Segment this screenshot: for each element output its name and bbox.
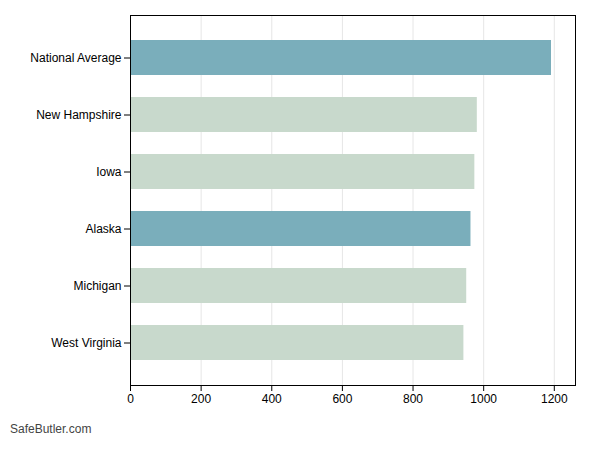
svg-text:400: 400 (262, 392, 282, 406)
svg-text:New Hampshire: New Hampshire (36, 108, 122, 122)
svg-text:600: 600 (332, 392, 352, 406)
svg-text:Alaska: Alaska (85, 222, 121, 236)
svg-text:1200: 1200 (541, 392, 568, 406)
svg-text:National Average: National Average (30, 51, 122, 65)
svg-text:0: 0 (127, 392, 134, 406)
svg-text:200: 200 (191, 392, 211, 406)
svg-text:Michigan: Michigan (73, 279, 121, 293)
svg-text:1000: 1000 (470, 392, 497, 406)
html-text:SafeButler.com: SafeButler.com (10, 422, 92, 436)
svg-text:Iowa: Iowa (96, 165, 122, 179)
svg-text:800: 800 (403, 392, 423, 406)
svg-text:West Virginia: West Virginia (51, 336, 122, 350)
